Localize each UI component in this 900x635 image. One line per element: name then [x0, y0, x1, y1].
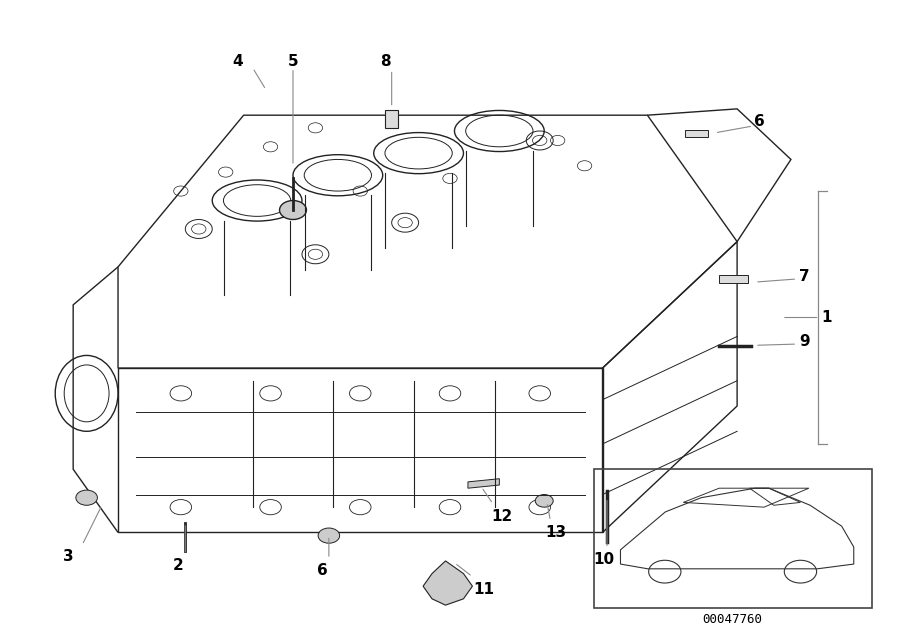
Bar — [385, 110, 398, 128]
Text: 6: 6 — [317, 563, 328, 578]
Text: 2: 2 — [173, 558, 184, 573]
Text: 10: 10 — [594, 552, 615, 566]
Text: 6: 6 — [754, 114, 765, 129]
Bar — [719, 275, 748, 283]
Text: 9: 9 — [799, 334, 810, 349]
Polygon shape — [423, 561, 473, 605]
Text: 11: 11 — [473, 582, 495, 597]
Text: 00047760: 00047760 — [703, 613, 762, 626]
Bar — [685, 130, 707, 137]
Text: 13: 13 — [545, 525, 566, 540]
Text: 7: 7 — [799, 269, 810, 284]
Circle shape — [280, 201, 306, 220]
Circle shape — [318, 528, 339, 543]
Text: 5: 5 — [288, 54, 298, 69]
Text: 1: 1 — [822, 310, 832, 325]
Text: 3: 3 — [63, 549, 74, 564]
Bar — [594, 469, 872, 608]
Circle shape — [76, 490, 97, 505]
Text: 4: 4 — [232, 54, 243, 69]
Text: 12: 12 — [491, 509, 513, 524]
Polygon shape — [468, 479, 500, 488]
Text: 8: 8 — [380, 54, 391, 69]
Circle shape — [536, 495, 554, 507]
